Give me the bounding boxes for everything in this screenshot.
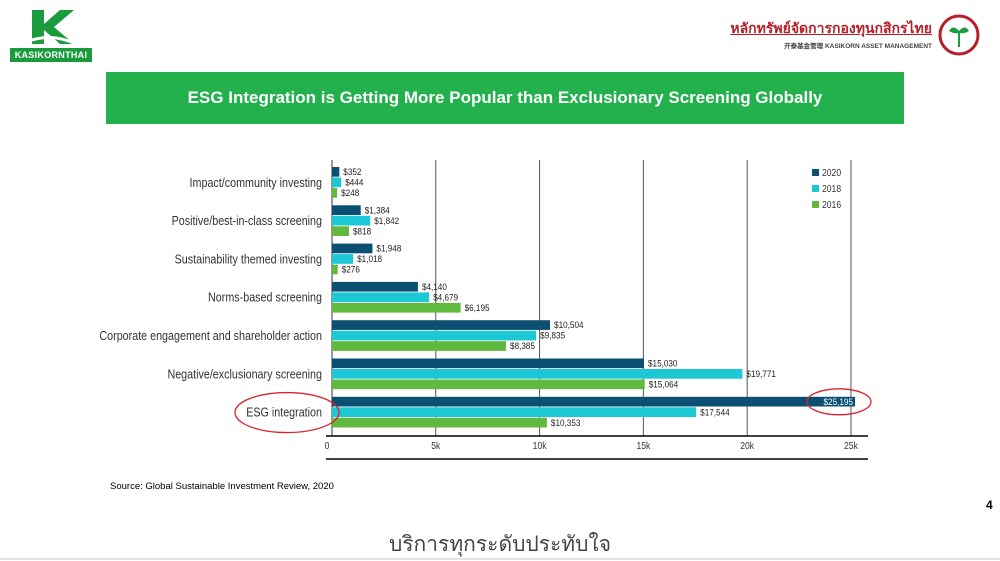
source-note: Source: Global Sustainable Investment Re… bbox=[110, 481, 334, 492]
data-label: $276 bbox=[342, 264, 360, 275]
category-label: Sustainability themed investing bbox=[175, 253, 322, 267]
bar bbox=[332, 264, 338, 275]
x-tick-label: 10k bbox=[533, 440, 547, 451]
data-label: $6,195 bbox=[465, 302, 490, 313]
data-label: $17,544 bbox=[700, 407, 730, 418]
highlight-ellipse bbox=[806, 388, 872, 416]
legend-label: 2016 bbox=[822, 199, 841, 210]
legend-label: 2020 bbox=[822, 167, 841, 178]
legend-swatch bbox=[812, 169, 819, 176]
bar bbox=[332, 226, 349, 236]
data-label: $1,018 bbox=[357, 254, 382, 265]
slide-title: ESG Integration is Getting More Popular … bbox=[106, 72, 904, 124]
data-label: $10,353 bbox=[551, 417, 581, 428]
leaf-emblem-icon bbox=[938, 14, 980, 56]
x-tick-label: 20k bbox=[740, 440, 754, 451]
legend-label: 2018 bbox=[822, 183, 841, 194]
bar bbox=[332, 281, 418, 292]
x-tick-label: 5k bbox=[431, 440, 440, 451]
bar bbox=[332, 205, 361, 215]
bar bbox=[332, 254, 354, 264]
bar bbox=[332, 320, 551, 330]
bar bbox=[332, 177, 342, 188]
data-label: $8,385 bbox=[510, 341, 535, 352]
footer-slogan: บริการทุกระดับประทับใจ bbox=[388, 532, 612, 556]
bar bbox=[332, 167, 340, 177]
x-tick-label: 15k bbox=[636, 440, 650, 451]
data-label: $4,679 bbox=[433, 292, 458, 303]
category-label: Negative/exclusionary screening bbox=[167, 368, 322, 382]
category-label: Corporate engagement and shareholder act… bbox=[99, 329, 322, 343]
bar bbox=[332, 379, 645, 390]
kasikornthai-logo-text: KASIKORNTHAI bbox=[10, 48, 92, 62]
bar bbox=[332, 369, 743, 379]
highlight-ellipse bbox=[234, 391, 340, 434]
bar bbox=[332, 341, 507, 351]
bar bbox=[332, 358, 644, 369]
company-thai-name: หลักทรัพย์จัดการกองทุนกสิกรไทย bbox=[730, 20, 932, 36]
legend-swatch bbox=[812, 185, 819, 192]
category-label: Positive/best-in-class screening bbox=[172, 214, 322, 228]
data-label: $9,835 bbox=[540, 330, 565, 341]
data-label: $25,195 bbox=[824, 396, 854, 407]
data-label: $1,384 bbox=[365, 205, 390, 216]
page-number: 4 bbox=[986, 498, 993, 512]
data-label: $1,842 bbox=[374, 215, 399, 226]
data-label: $15,064 bbox=[649, 379, 679, 390]
data-label: $444 bbox=[345, 177, 363, 188]
bar bbox=[332, 215, 371, 226]
bar bbox=[332, 396, 855, 407]
kasikorn-asset-management-logo: หลักทรัพย์จัดการกองทุนกสิกรไทย 开泰基金管理 KA… bbox=[720, 14, 980, 58]
company-english-name: 开泰基金管理 KASIKORN ASSET MANAGEMENT bbox=[784, 43, 932, 50]
x-tick-label: 25k bbox=[844, 440, 858, 451]
bar bbox=[332, 302, 461, 313]
data-label: $818 bbox=[353, 226, 371, 237]
data-label: $19,771 bbox=[746, 368, 776, 379]
bar bbox=[332, 188, 338, 198]
bar bbox=[332, 292, 430, 303]
esg-strategies-bar-chart: $352$444$248 Impact/community investing $1… bbox=[99, 160, 872, 460]
kasikorn-k-icon bbox=[26, 10, 76, 46]
bar bbox=[332, 417, 547, 428]
legend-swatch bbox=[812, 201, 819, 208]
x-tick-label: 0 bbox=[325, 440, 330, 451]
data-label: $1,948 bbox=[376, 243, 401, 254]
footer-divider bbox=[0, 558, 1000, 560]
data-label: $10,504 bbox=[554, 320, 584, 331]
data-label: $352 bbox=[343, 166, 361, 177]
category-label: Impact/community investing bbox=[190, 176, 322, 190]
data-label: $248 bbox=[341, 187, 359, 198]
data-label: $15,030 bbox=[648, 358, 678, 369]
bar bbox=[332, 330, 537, 341]
data-label: $4,140 bbox=[422, 281, 447, 292]
category-label: Norms-based screening bbox=[208, 291, 322, 305]
bar bbox=[332, 407, 697, 417]
category-label: ESG integration bbox=[246, 406, 322, 420]
bar bbox=[332, 243, 373, 254]
kasikornthai-logo: KASIKORNTHAI bbox=[10, 8, 92, 62]
